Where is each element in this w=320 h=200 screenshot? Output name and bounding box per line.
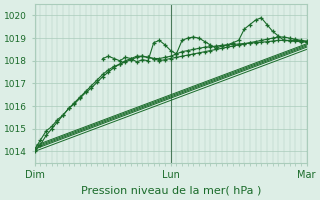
X-axis label: Pression niveau de la mer( hPa ): Pression niveau de la mer( hPa ) <box>81 186 261 196</box>
